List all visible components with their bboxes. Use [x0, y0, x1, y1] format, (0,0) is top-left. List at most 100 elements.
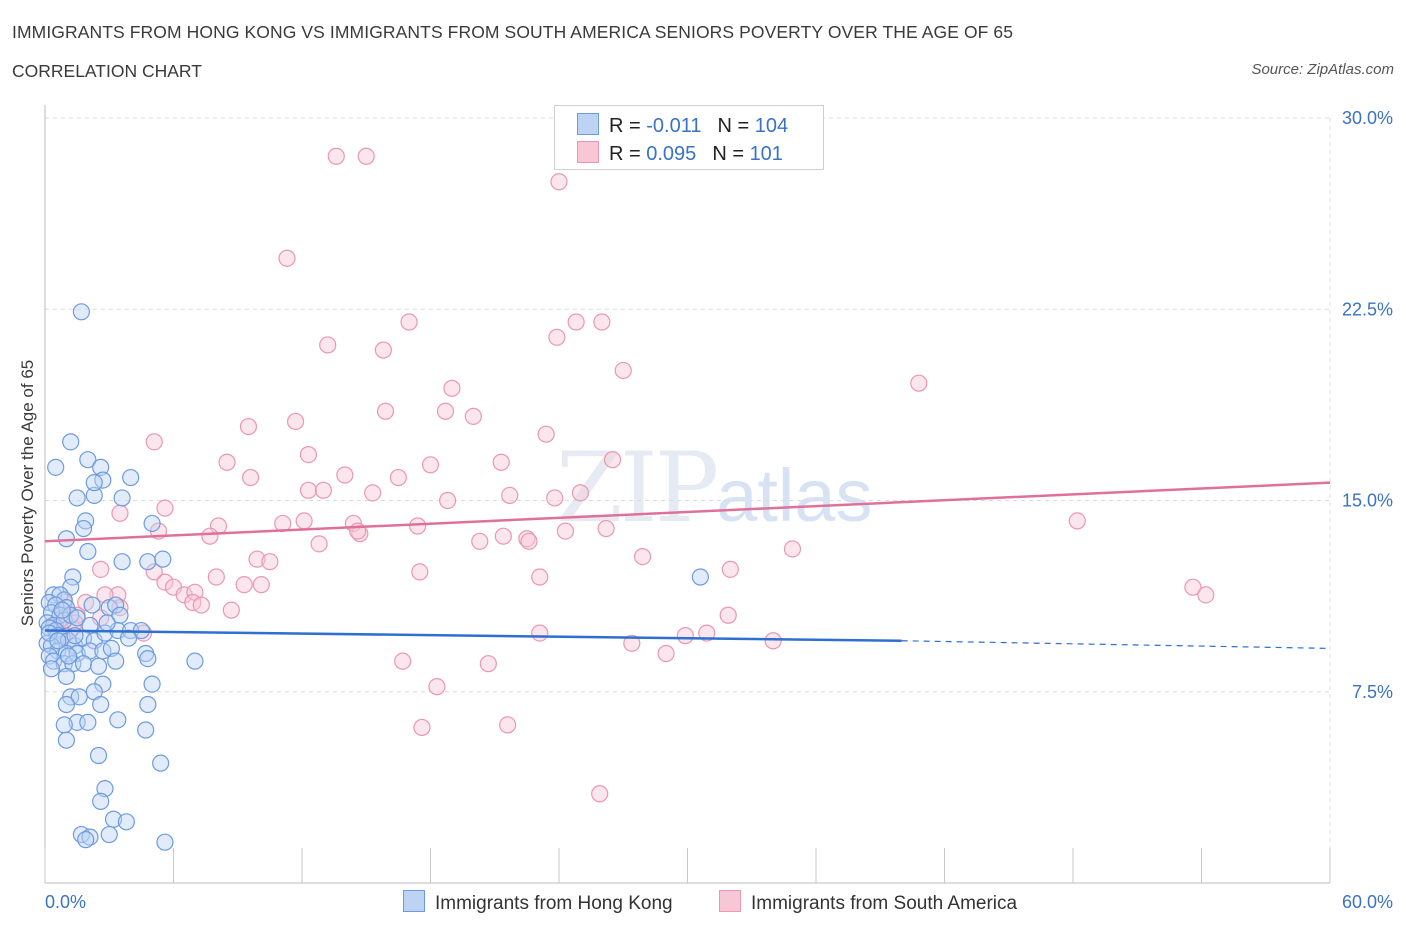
point-south-america	[614, 361, 632, 380]
point-south-america	[389, 468, 407, 487]
point-hong-kong	[53, 601, 71, 619]
legend-n-value: 101	[749, 143, 783, 165]
point-south-america	[1184, 578, 1202, 596]
y-tick-label: 15.0%	[1342, 491, 1393, 511]
point-south-america	[357, 147, 375, 165]
point-south-america	[109, 586, 127, 604]
legend-row-south-america: R = 0.095 N = 101	[577, 141, 783, 165]
legend-row-hong-kong: R = -0.011 N = 104	[577, 113, 788, 137]
point-south-america	[1197, 586, 1215, 604]
point-south-america	[698, 624, 716, 642]
point-south-america	[783, 540, 802, 558]
point-south-america	[394, 652, 412, 670]
point-hong-kong	[107, 652, 125, 670]
point-south-america	[111, 504, 129, 522]
point-hong-kong	[96, 780, 114, 798]
bottom-legend-south-america: Immigrants from South America	[719, 890, 1017, 915]
zipatlas-watermark: ZIPatlas	[556, 432, 873, 544]
point-hong-kong	[102, 639, 120, 658]
point-south-america	[145, 563, 163, 581]
point-hong-kong	[79, 542, 97, 561]
point-hong-kong	[122, 468, 140, 487]
point-south-america	[567, 313, 585, 331]
point-south-america	[252, 576, 270, 594]
chart-subtitle: CORRELATION CHART	[12, 61, 202, 81]
point-south-america	[201, 527, 219, 545]
point-hong-kong	[68, 489, 86, 507]
point-south-america	[351, 525, 369, 543]
point-hong-kong	[79, 713, 97, 731]
point-south-america	[222, 601, 240, 619]
point-south-america	[603, 451, 622, 469]
point-south-america	[156, 499, 174, 517]
point-south-america	[364, 484, 382, 502]
point-hong-kong	[79, 451, 97, 469]
point-hong-kong	[691, 568, 709, 586]
point-south-america	[376, 402, 395, 420]
point-south-america	[286, 412, 305, 431]
point-hong-kong	[64, 568, 82, 586]
y-tick-label: 22.5%	[1342, 299, 1393, 319]
point-hong-kong	[85, 486, 103, 504]
point-hong-kong	[137, 721, 155, 739]
point-south-america	[1068, 512, 1086, 530]
legend-swatch-blue	[577, 113, 599, 135]
point-hong-kong	[186, 652, 204, 670]
point-south-america	[471, 532, 489, 550]
legend-r-value: 0.095	[646, 143, 697, 165]
point-south-america	[499, 716, 517, 734]
point-south-america	[207, 568, 225, 586]
point-south-america	[531, 568, 549, 586]
point-south-america	[192, 596, 210, 614]
correlation-legend: R = -0.011 N = 104 R = 0.095 N = 101	[554, 105, 824, 170]
point-south-america	[910, 374, 928, 392]
point-south-america	[764, 632, 782, 650]
point-hong-kong	[154, 550, 172, 568]
point-hong-kong	[57, 667, 76, 686]
point-south-america	[156, 573, 174, 591]
x-tick-label: 0.0%	[45, 892, 86, 912]
legend-r-label: R =	[609, 143, 641, 165]
point-hong-kong	[143, 514, 161, 533]
point-south-america	[278, 249, 296, 267]
point-hong-kong	[113, 553, 131, 571]
point-hong-kong	[139, 695, 157, 714]
point-hong-kong	[57, 530, 76, 548]
point-hong-kong	[62, 433, 80, 451]
point-hong-kong	[92, 695, 110, 714]
point-south-america	[218, 453, 236, 471]
point-hong-kong	[89, 746, 108, 765]
point-hong-kong	[117, 813, 135, 831]
point-hong-kong	[152, 754, 170, 772]
point-south-america	[421, 456, 440, 474]
point-south-america	[537, 425, 555, 443]
point-hong-kong	[83, 596, 101, 614]
point-south-america	[501, 486, 519, 504]
point-south-america	[546, 489, 564, 507]
point-hong-kong	[77, 831, 95, 849]
point-hong-kong	[107, 596, 125, 614]
point-south-america	[721, 560, 739, 578]
point-hong-kong	[72, 303, 91, 321]
point-south-america	[531, 624, 549, 642]
point-hong-kong	[109, 711, 127, 729]
point-hong-kong	[100, 825, 118, 844]
point-hong-kong	[74, 655, 93, 673]
point-hong-kong	[49, 632, 67, 650]
point-south-america	[479, 655, 497, 673]
point-hong-kong	[139, 553, 157, 571]
point-hong-kong	[98, 614, 116, 632]
y-tick-label: 30.0%	[1342, 108, 1393, 128]
point-hong-kong	[59, 647, 78, 665]
point-south-america	[633, 547, 652, 566]
source-label: Source: ZipAtlas.com	[1251, 61, 1394, 78]
trendline-hong-kong	[44, 629, 902, 642]
point-hong-kong	[42, 660, 61, 678]
point-south-america	[548, 328, 566, 346]
point-south-america	[597, 519, 615, 538]
point-south-america	[374, 341, 392, 359]
point-south-america	[242, 468, 260, 487]
point-south-america	[492, 453, 510, 471]
point-south-america	[235, 576, 253, 594]
point-south-america	[239, 417, 258, 436]
